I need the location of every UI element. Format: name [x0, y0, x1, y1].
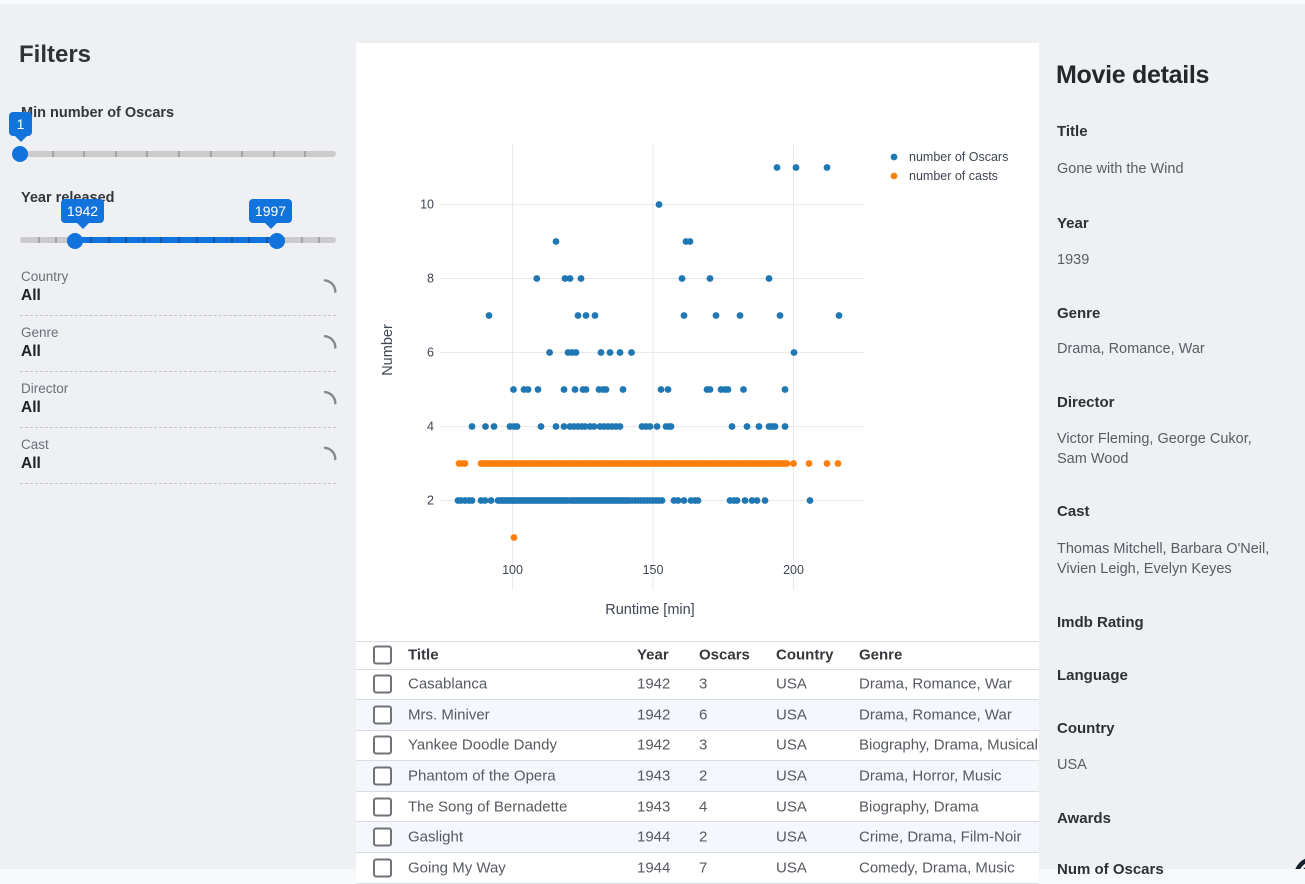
svg-text:150: 150 — [643, 563, 664, 577]
svg-text:number of casts: number of casts — [909, 169, 998, 183]
svg-text:Runtime [min]: Runtime [min] — [605, 602, 694, 618]
svg-text:100: 100 — [502, 563, 523, 577]
svg-text:200: 200 — [783, 563, 804, 577]
svg-text:number of Oscars: number of Oscars — [909, 150, 1008, 164]
svg-text:4: 4 — [427, 420, 434, 434]
svg-text:2: 2 — [427, 494, 434, 508]
svg-text:6: 6 — [427, 346, 434, 360]
svg-text:8: 8 — [427, 272, 434, 286]
svg-text:10: 10 — [420, 198, 434, 212]
svg-text:Number: Number — [380, 324, 396, 376]
